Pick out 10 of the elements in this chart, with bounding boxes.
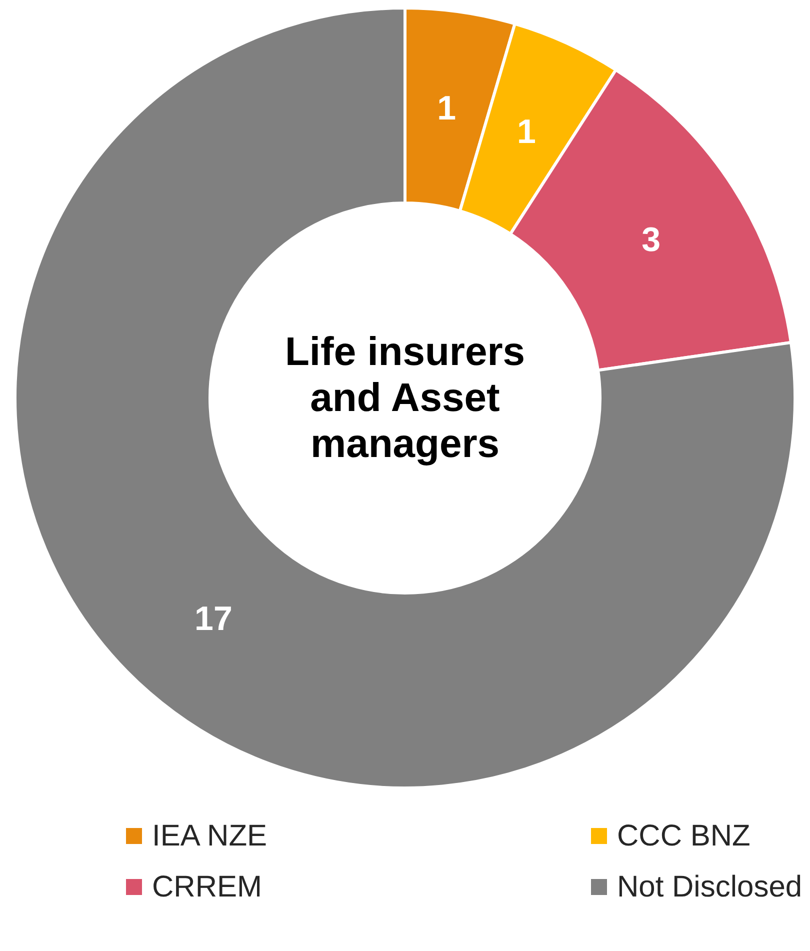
legend-label: Not Disclosed (617, 870, 802, 904)
data-label: 1 (517, 112, 536, 151)
data-label: 3 (642, 220, 661, 259)
data-label: 1 (437, 89, 456, 128)
legend-label: CRREM (152, 870, 262, 904)
text: Life insurers and Asset managers (284, 330, 526, 466)
legend-label: CCC BNZ (617, 820, 750, 852)
data-label: 17 (194, 600, 232, 638)
legend-label: IEA NZE (152, 820, 268, 852)
donut-slice (14, 8, 796, 789)
